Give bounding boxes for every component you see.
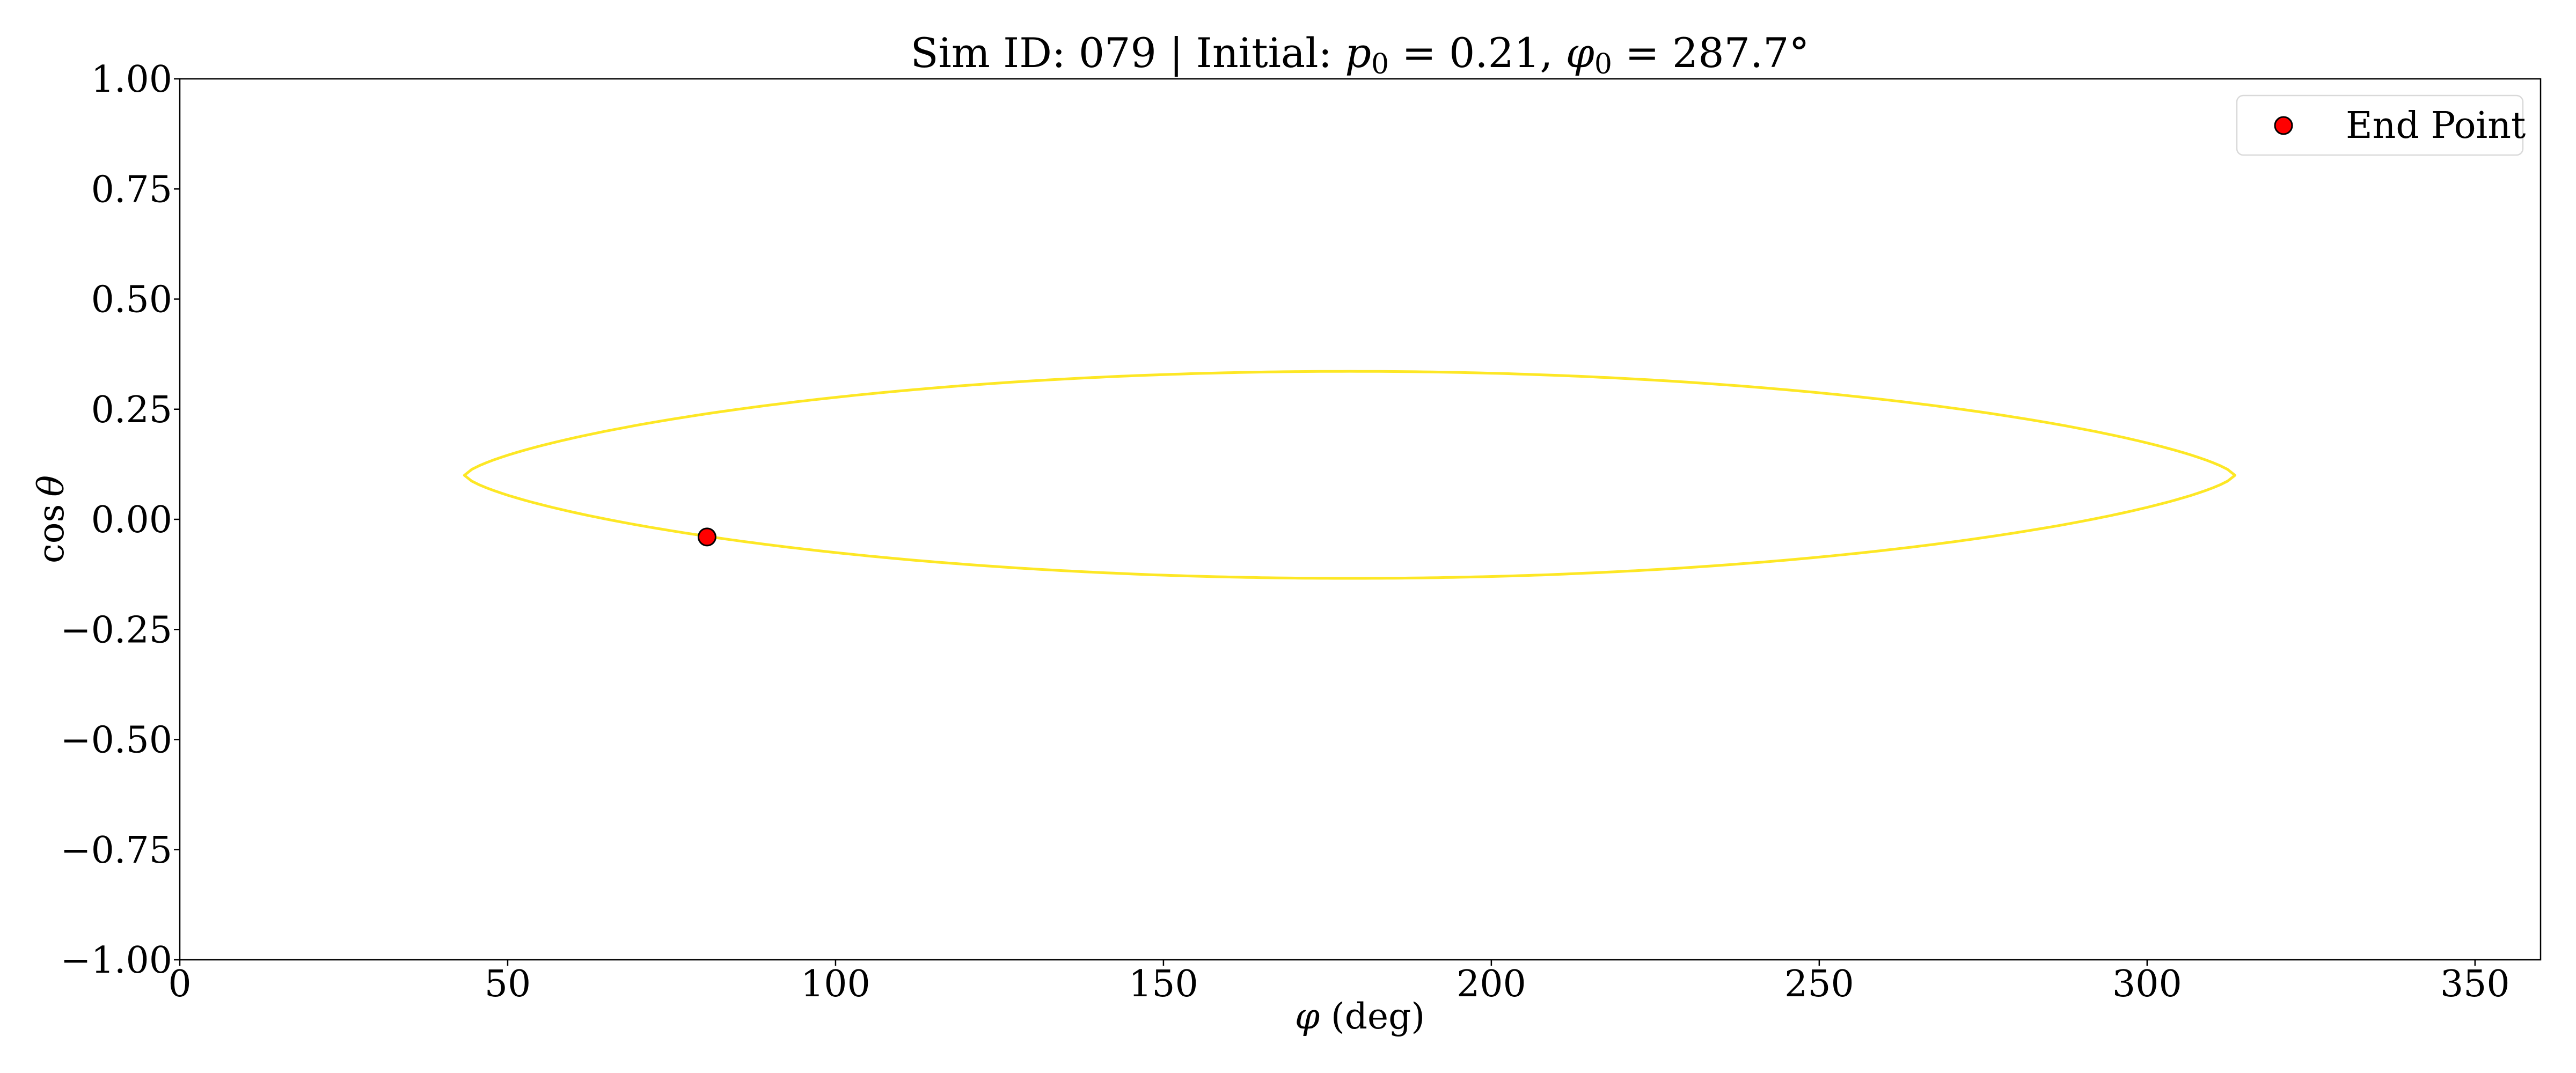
- title-phi-symbol: φ: [1566, 29, 1594, 77]
- x-label-symbol: φ: [1295, 996, 1320, 1037]
- y-tick-label: 0.50: [91, 279, 172, 321]
- x-tick-label: 350: [2440, 963, 2510, 1005]
- end-point-marker: [697, 527, 716, 547]
- x-tick-label: 50: [485, 963, 531, 1005]
- x-tick-label: 250: [1784, 963, 1854, 1005]
- plot-area: [179, 78, 2542, 961]
- title-p-symbol: p: [1345, 29, 1371, 77]
- x-axis-label: φ (deg): [1295, 996, 1425, 1037]
- y-tick-label: 0.00: [91, 499, 172, 541]
- title-phi-value: = 287.7°: [1612, 29, 1810, 77]
- y-tick-label: −0.75: [61, 829, 172, 872]
- title-p-subscript: 0: [1371, 48, 1389, 80]
- y-tick-label: −0.50: [61, 719, 172, 762]
- legend-end-point-label: End Point: [2346, 105, 2526, 147]
- x-tick-label: 300: [2112, 963, 2182, 1005]
- trajectory-line: [463, 370, 2237, 580]
- y-tick-label: 1.00: [91, 58, 172, 101]
- legend-end-point-marker-icon: [2274, 116, 2293, 135]
- title-p-value: = 0.21,: [1389, 29, 1566, 77]
- x-tick-label: 100: [801, 963, 870, 1005]
- x-tick-label: 0: [168, 963, 191, 1005]
- x-tick-label: 200: [1457, 963, 1526, 1005]
- title-phi-subscript: 0: [1594, 48, 1612, 80]
- x-label-unit: (deg): [1320, 996, 1425, 1037]
- y-tick-label: −0.25: [61, 609, 172, 651]
- title-prefix: Sim ID: 079 | Initial:: [911, 29, 1345, 77]
- x-axis-ticks: 0 50 100 150 200 250 300 350: [168, 960, 2510, 1005]
- y-label-symbol: θ: [31, 475, 72, 497]
- y-tick-label: −1.00: [61, 939, 172, 982]
- y-tick-label: 0.75: [91, 168, 172, 211]
- y-axis-ticks: 1.00 0.75 0.50 0.25 0.00 −0.25 −0.50 −0.75 −1.00: [61, 58, 180, 982]
- y-axis-label: cos θ: [31, 475, 72, 563]
- y-label-func: cos: [31, 504, 72, 564]
- y-tick-label: 0.25: [91, 389, 172, 431]
- legend-frame: [2236, 94, 2524, 156]
- chart-title: Sim ID: 079 | Initial: p0 = 0.21, φ0 = 2…: [911, 29, 1810, 80]
- legend: End Point: [2236, 94, 2526, 156]
- x-tick-label: 150: [1129, 963, 1198, 1005]
